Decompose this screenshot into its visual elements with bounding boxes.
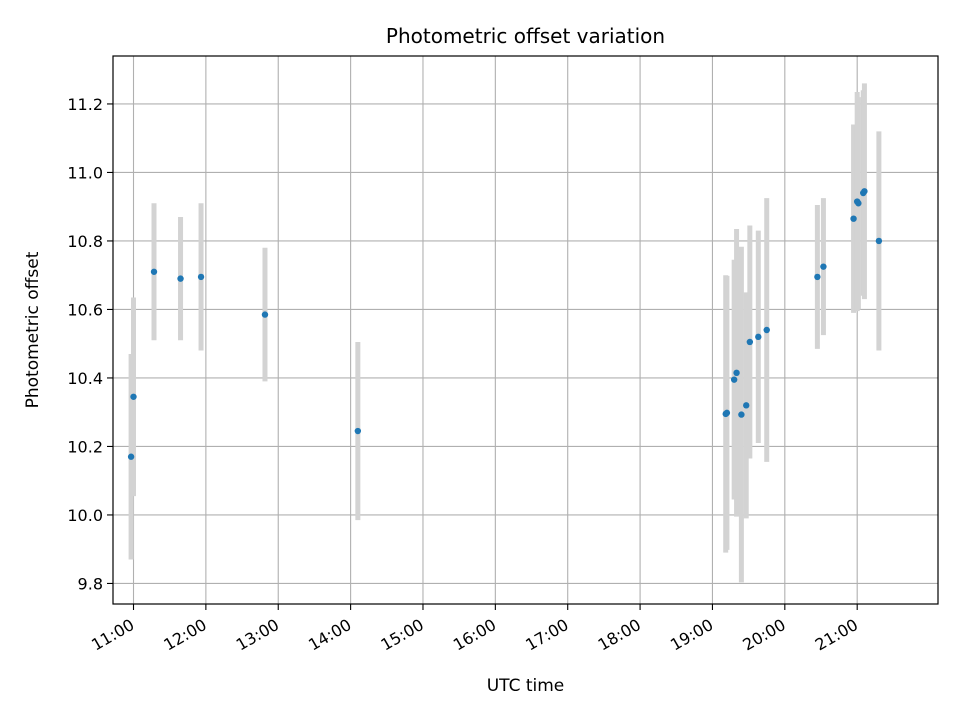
data-point	[130, 393, 137, 400]
data-point	[261, 311, 269, 318]
data-point	[814, 273, 821, 281]
chart-title: Photometric offset variation	[386, 24, 665, 48]
plot-frame	[112, 55, 939, 605]
data-point	[127, 453, 135, 460]
y-tick-label: 10.8	[67, 232, 103, 251]
y-tick-label: 10.0	[67, 506, 103, 525]
data-point	[875, 237, 883, 245]
data-point	[733, 369, 740, 377]
y-axis-ticks: 9.8 10.0 10.2 10.4 10.6 10.8 11.0 11.2	[67, 95, 113, 593]
y-tick-label: 9.8	[78, 574, 103, 593]
y-tick-label: 10.6	[67, 300, 103, 319]
y-tick-label: 11.0	[67, 163, 103, 182]
data-point	[743, 402, 750, 409]
data-point	[738, 411, 745, 418]
y-tick-label: 10.4	[67, 369, 103, 388]
y-axis-label: Photometric offset	[23, 251, 43, 408]
data-point	[855, 200, 862, 207]
data-point	[730, 376, 738, 383]
data-point	[150, 268, 158, 275]
x-axis-label: UTC time	[487, 676, 565, 696]
data-point	[755, 333, 762, 341]
data-point	[197, 273, 205, 281]
data-point	[354, 427, 362, 435]
y-tick-label: 11.2	[67, 95, 103, 114]
data-point	[177, 275, 184, 282]
data-point	[746, 338, 754, 346]
data-point	[723, 409, 731, 417]
data-point	[861, 188, 868, 195]
data-points	[127, 188, 883, 460]
data-point	[763, 326, 770, 334]
y-tick-label: 10.2	[67, 437, 103, 456]
data-point	[850, 215, 857, 222]
data-point	[820, 263, 827, 270]
